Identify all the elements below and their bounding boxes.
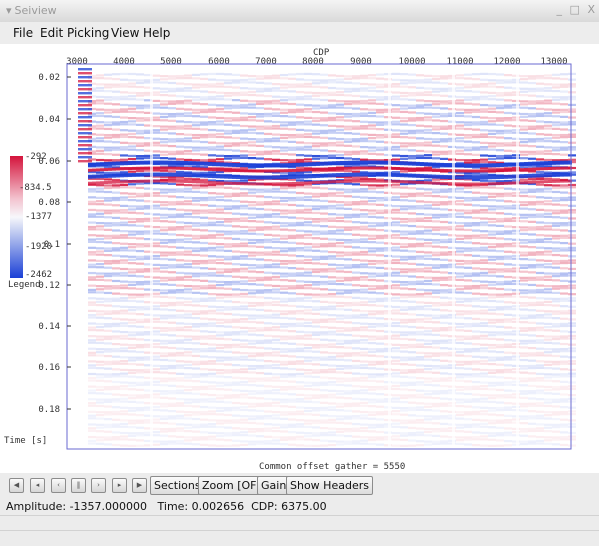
x-tick: 10000 bbox=[398, 57, 426, 67]
toolbar: ◀ ◂ ‹ ‖ › ▸ ▶ Sections Zoom [OFF] Gain S… bbox=[0, 473, 599, 499]
seismic-section bbox=[10, 63, 576, 450]
status-bar: Amplitude: -1357.000000 Time: 0.002656 C… bbox=[0, 499, 599, 515]
status-text: Amplitude: -1357.000000 Time: 0.002656 C… bbox=[6, 500, 327, 513]
color-legend-bar bbox=[10, 156, 23, 278]
y-tick: 0.08 bbox=[38, 198, 60, 208]
last-icon[interactable]: ▶ bbox=[132, 478, 147, 493]
y-tick: 0.12 bbox=[38, 281, 60, 291]
x-tick: 4000 bbox=[113, 57, 135, 67]
legend-title: Legend bbox=[8, 280, 41, 290]
y-tick: 0.02 bbox=[38, 73, 60, 83]
legend-label: -2462 bbox=[25, 270, 53, 280]
prev-fast-icon[interactable]: ◂ bbox=[30, 478, 45, 493]
close-icon[interactable]: X bbox=[587, 3, 595, 16]
zoom-button[interactable]: Zoom [OFF] bbox=[198, 476, 272, 495]
window-title: ▾ Seiview bbox=[6, 4, 57, 17]
x-tick: 11000 bbox=[446, 57, 474, 67]
x-tick: 8000 bbox=[302, 57, 324, 67]
legend-label: -1377 bbox=[25, 212, 53, 222]
gather-label: Common offset gather = 5550 bbox=[259, 462, 406, 472]
show-headers-button[interactable]: Show Headers bbox=[286, 476, 373, 495]
prev-icon[interactable]: ‹ bbox=[51, 478, 66, 493]
x-tick: 3000 bbox=[66, 57, 88, 67]
menu-picking[interactable]: Picking bbox=[67, 26, 110, 40]
minimize-icon[interactable]: _ bbox=[556, 3, 563, 16]
menu-edit[interactable]: Edit bbox=[40, 26, 64, 40]
maximize-icon[interactable]: □ bbox=[569, 3, 580, 16]
y-axis-title: Time [s] bbox=[4, 436, 48, 446]
bottom-panel bbox=[0, 530, 599, 546]
next-icon[interactable]: › bbox=[91, 478, 106, 493]
menu-help[interactable]: Help bbox=[143, 26, 171, 40]
menu-file[interactable]: File bbox=[13, 26, 34, 40]
legend-label: -834.5 bbox=[19, 183, 52, 193]
legend-label: -1920 bbox=[25, 242, 53, 252]
title-bar: ▾ Seiview _ □ X bbox=[0, 0, 599, 23]
y-tick: 0.04 bbox=[38, 115, 60, 125]
menu-view[interactable]: View bbox=[111, 26, 140, 40]
y-tick: 0.06 bbox=[38, 157, 60, 167]
x-axis-title: CDP bbox=[313, 48, 330, 58]
menu-bar: File Edit Picking View Help bbox=[0, 22, 599, 44]
gain-button[interactable]: Gain bbox=[257, 476, 291, 495]
plot-frame bbox=[66, 63, 572, 450]
legend-label: -292 bbox=[25, 152, 47, 162]
x-tick: 12000 bbox=[493, 57, 521, 67]
x-tick: 5000 bbox=[160, 57, 182, 67]
next-fast-icon[interactable]: ▸ bbox=[112, 478, 127, 493]
y-tick: 0.16 bbox=[38, 363, 60, 373]
first-icon[interactable]: ◀ bbox=[9, 478, 24, 493]
seismic-plot-panel[interactable]: CDP 3000 4000 5000 6000 7000 8000 9000 1… bbox=[0, 44, 599, 473]
pause-icon[interactable]: ‖ bbox=[71, 478, 86, 493]
y-tick: 0.14 bbox=[38, 322, 60, 332]
window-menu-icon[interactable]: ▾ bbox=[6, 4, 12, 17]
y-tick: 0.1 bbox=[43, 240, 60, 250]
x-tick: 9000 bbox=[350, 57, 372, 67]
sections-button[interactable]: Sections bbox=[150, 476, 205, 495]
x-tick: 7000 bbox=[255, 57, 277, 67]
x-tick: 13000 bbox=[540, 57, 568, 67]
bottom-panel bbox=[0, 515, 599, 531]
y-tick: 0.18 bbox=[38, 405, 60, 415]
x-tick: 6000 bbox=[208, 57, 230, 67]
